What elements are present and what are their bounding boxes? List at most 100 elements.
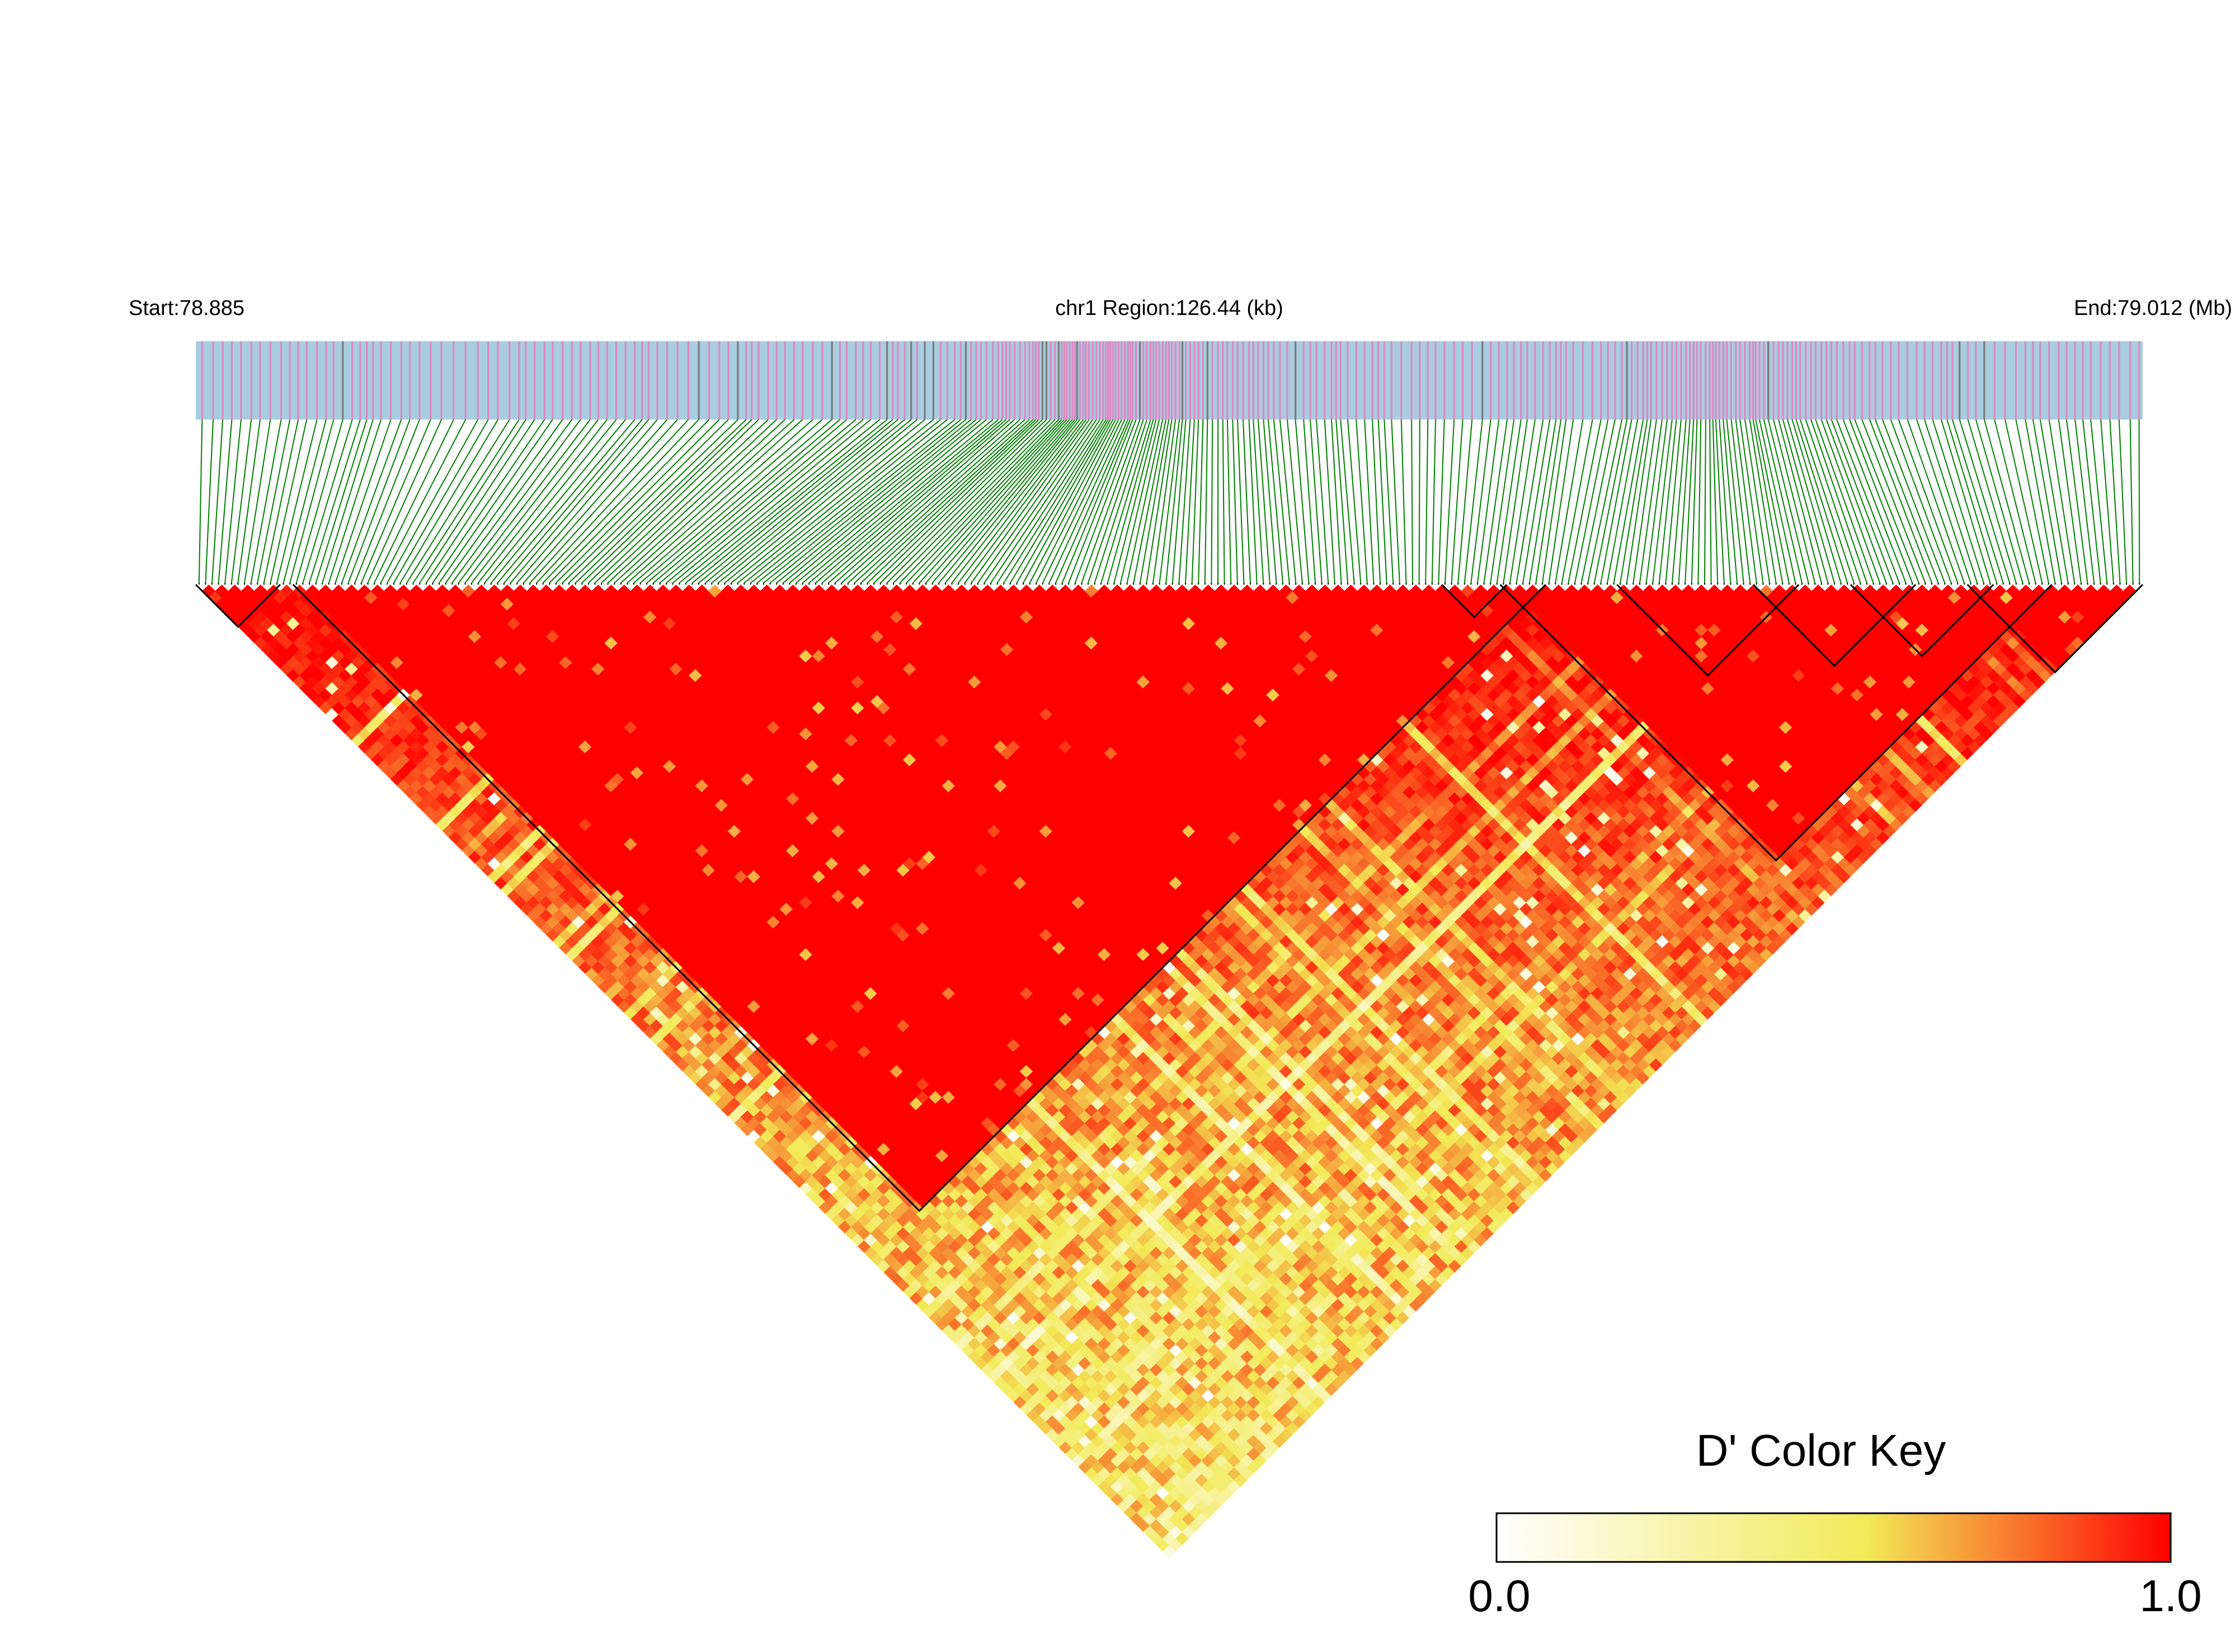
snp-connector-line <box>1799 419 1855 583</box>
snp-marker <box>992 341 994 420</box>
snp-connector-line <box>1691 419 1698 583</box>
snp-marker <box>1231 341 1234 420</box>
snp-connector-line <box>731 419 934 583</box>
snp-marker <box>869 341 872 420</box>
snp-marker <box>1712 341 1714 420</box>
snp-marker <box>2065 341 2068 420</box>
snp-connector-line <box>744 419 948 583</box>
snp-connector-line <box>1113 419 1157 583</box>
snp-marker <box>1983 341 1985 420</box>
snp-connector-line <box>464 419 591 583</box>
snp-connector-line <box>471 419 599 583</box>
snp-connector-line <box>1232 419 1238 583</box>
snp-marker <box>1709 341 1711 420</box>
snp-connector-line <box>1898 419 1959 583</box>
snp-marker <box>904 341 906 420</box>
snp-marker <box>757 341 760 420</box>
snp-connector-line <box>854 419 1034 583</box>
snp-connector-line <box>1959 419 2011 583</box>
snp-connector-line <box>789 419 987 583</box>
snp-marker <box>1066 341 1068 420</box>
snp-marker <box>250 341 252 420</box>
snp-connector-line <box>1773 419 1816 583</box>
snp-marker <box>1490 341 1492 420</box>
snp-marker <box>372 341 374 420</box>
snp-connector-line <box>1755 419 1790 583</box>
snp-connector-line <box>828 419 1015 583</box>
snp-connector-line <box>439 419 553 583</box>
snp-connector-line <box>1719 419 1731 583</box>
snp-connector-line <box>1685 419 1695 583</box>
snp-marker <box>1071 341 1074 420</box>
snp-marker <box>1861 341 1863 420</box>
snp-connector-line <box>1535 419 1562 583</box>
snp-connector-line <box>1665 419 1682 583</box>
snp-connector-line <box>1763 419 1803 583</box>
snp-marker <box>1189 341 1191 420</box>
snp-connector-line <box>1418 419 1420 583</box>
snp-marker <box>1155 341 1157 420</box>
snp-marker <box>2109 341 2111 420</box>
snp-marker <box>1506 341 1508 420</box>
snp-connector-line <box>601 419 777 583</box>
snp-marker <box>1088 341 1090 420</box>
snp-marker <box>1129 341 1131 420</box>
snp-connector-line <box>1836 419 1900 583</box>
snp-connector-line <box>1263 419 1277 583</box>
snp-connector-line <box>347 419 411 583</box>
snp-marker <box>1107 341 1109 420</box>
snp-marker <box>259 341 261 420</box>
snp-connector-line <box>1100 419 1151 583</box>
snp-marker <box>897 341 899 420</box>
snp-marker <box>580 341 582 420</box>
snp-marker <box>487 341 490 420</box>
snp-connector-line <box>1400 419 1407 583</box>
snp-connector-line <box>1951 419 2004 583</box>
snp-marker <box>1165 341 1167 420</box>
snp-marker <box>1498 341 1500 420</box>
snp-connector-line <box>808 419 1003 583</box>
snp-marker <box>1339 341 1342 420</box>
snp-connector-line <box>2100 419 2114 583</box>
snp-marker <box>1842 341 1845 420</box>
snp-connector-line <box>653 419 848 583</box>
region-title-label: chr1 Region:126.44 (kb) <box>1055 296 1283 320</box>
snp-connector-line <box>1074 419 1137 583</box>
snp-marker <box>1236 341 1239 420</box>
snp-marker <box>400 341 402 420</box>
snp-marker <box>533 341 536 420</box>
snp-marker <box>1168 341 1170 420</box>
snp-connector-line <box>1542 419 1567 583</box>
snp-connector-line <box>724 419 925 583</box>
snp-marker <box>222 341 224 420</box>
snp-connector-line <box>1391 419 1400 583</box>
snp-marker <box>1257 341 1259 420</box>
snp-marker <box>1689 341 1691 420</box>
snp-marker <box>1461 341 1464 420</box>
snp-connector-line <box>1791 419 1842 583</box>
snp-connector-line <box>2032 419 2062 583</box>
snp-marker <box>1946 341 1948 420</box>
snp-connector-line <box>815 419 1007 583</box>
snp-connector-line <box>659 419 857 583</box>
snp-connector-line <box>1139 419 1170 583</box>
snp-connector-line <box>1347 419 1362 583</box>
snp-marker <box>1600 341 1602 420</box>
snp-marker <box>1302 341 1305 420</box>
snp-connector-line <box>620 419 803 583</box>
snp-marker <box>2074 341 2076 420</box>
snp-connector-line <box>1431 419 1436 583</box>
snp-connector-line <box>841 419 1025 583</box>
snp-marker <box>1754 341 1757 420</box>
snp-connector-line <box>1377 419 1387 583</box>
snp-marker <box>509 341 511 420</box>
snp-marker <box>359 341 361 420</box>
snp-marker <box>1453 341 1455 420</box>
snp-marker <box>1874 341 1876 420</box>
snp-marker <box>1178 341 1180 420</box>
snp-connector-line <box>568 419 738 583</box>
snp-connector-line <box>1825 419 1887 583</box>
snp-connector-line <box>1364 419 1375 583</box>
snp-connector-line <box>516 419 658 583</box>
snp-marker <box>1614 341 1616 420</box>
